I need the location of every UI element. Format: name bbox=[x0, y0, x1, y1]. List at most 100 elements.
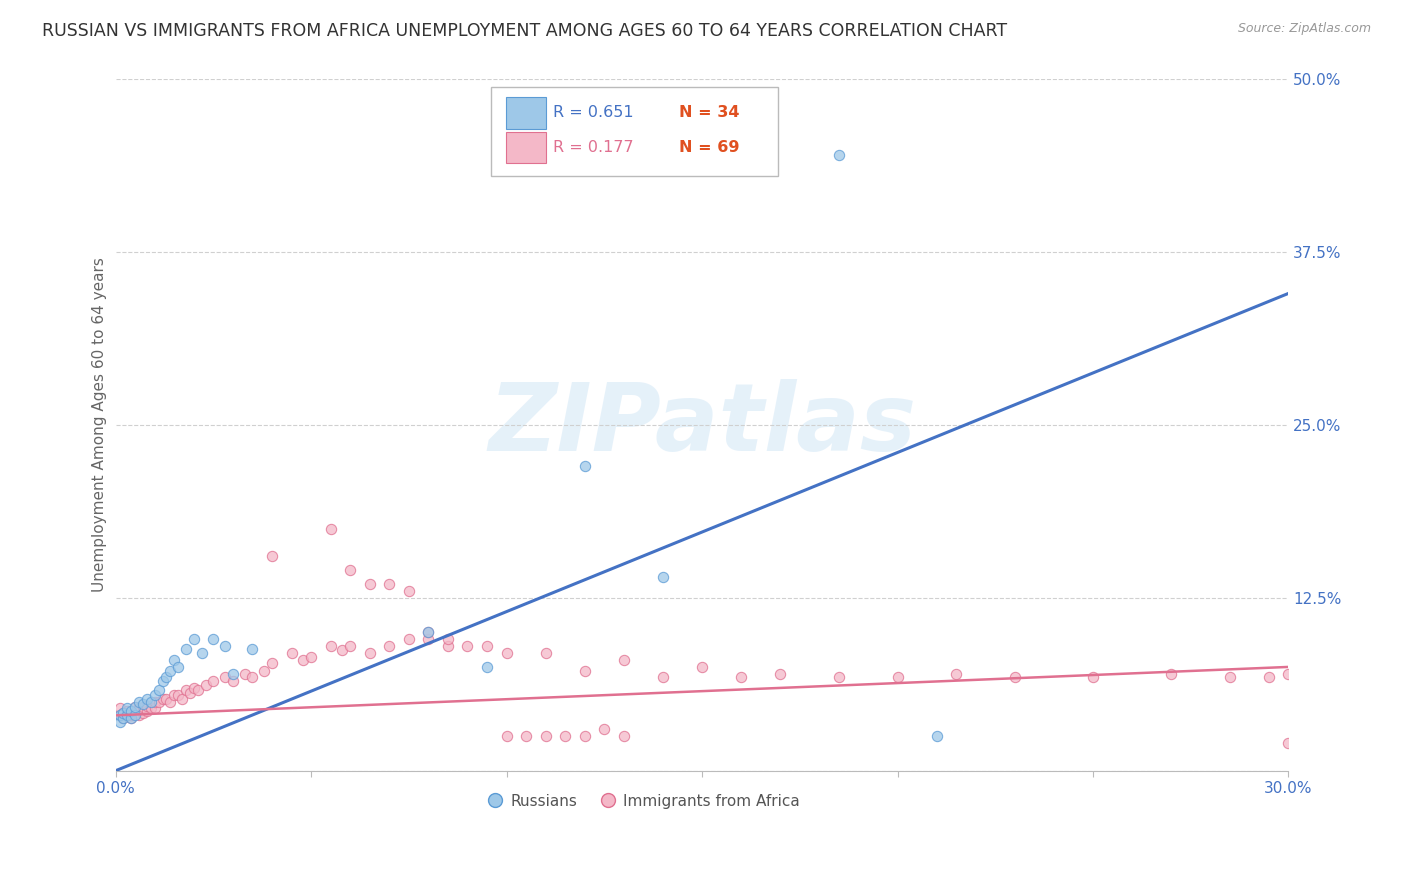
Point bbox=[574, 729, 596, 743]
Point bbox=[155, 691, 177, 706]
Point bbox=[456, 639, 478, 653]
Point bbox=[339, 639, 361, 653]
Point bbox=[534, 646, 557, 660]
Point bbox=[886, 670, 908, 684]
Point bbox=[214, 639, 236, 653]
Point bbox=[652, 570, 675, 584]
Text: RUSSIAN VS IMMIGRANTS FROM AFRICA UNEMPLOYMENT AMONG AGES 60 TO 64 YEARS CORRELA: RUSSIAN VS IMMIGRANTS FROM AFRICA UNEMPL… bbox=[42, 22, 1007, 40]
Point bbox=[128, 701, 150, 715]
Point bbox=[194, 678, 217, 692]
Point bbox=[163, 688, 186, 702]
Point bbox=[112, 711, 135, 725]
Point bbox=[613, 729, 636, 743]
Text: Source: ZipAtlas.com: Source: ZipAtlas.com bbox=[1237, 22, 1371, 36]
Point bbox=[925, 729, 948, 743]
Point bbox=[652, 670, 675, 684]
Point bbox=[359, 646, 381, 660]
Point bbox=[190, 646, 212, 660]
Point bbox=[139, 701, 162, 715]
Point bbox=[260, 656, 283, 670]
Point bbox=[339, 563, 361, 577]
Point bbox=[495, 646, 517, 660]
Point bbox=[132, 706, 155, 720]
Point bbox=[112, 711, 135, 725]
Point bbox=[253, 664, 276, 678]
Point bbox=[136, 704, 159, 718]
Point bbox=[159, 664, 181, 678]
Point bbox=[437, 639, 460, 653]
Point bbox=[574, 459, 596, 474]
Point bbox=[120, 708, 142, 723]
Point bbox=[398, 583, 420, 598]
Point bbox=[233, 666, 256, 681]
Point bbox=[945, 666, 967, 681]
Point bbox=[128, 694, 150, 708]
Point bbox=[179, 686, 201, 700]
Point bbox=[593, 722, 616, 736]
Point bbox=[136, 691, 159, 706]
Point bbox=[152, 673, 174, 688]
Point bbox=[398, 632, 420, 647]
Point bbox=[167, 660, 190, 674]
Point bbox=[332, 643, 354, 657]
Point bbox=[148, 694, 170, 708]
Point bbox=[1160, 666, 1182, 681]
Point bbox=[108, 708, 131, 723]
Point bbox=[319, 639, 342, 653]
Point bbox=[214, 670, 236, 684]
Point bbox=[124, 700, 146, 714]
Point bbox=[475, 660, 498, 674]
Point bbox=[136, 698, 159, 713]
Point bbox=[112, 706, 135, 720]
Point bbox=[117, 701, 139, 715]
Point bbox=[108, 708, 131, 723]
Point bbox=[183, 632, 205, 647]
Point bbox=[242, 670, 264, 684]
Point bbox=[174, 683, 197, 698]
FancyBboxPatch shape bbox=[506, 131, 546, 163]
Point bbox=[1081, 670, 1104, 684]
Point bbox=[139, 694, 162, 708]
Y-axis label: Unemployment Among Ages 60 to 64 years: Unemployment Among Ages 60 to 64 years bbox=[93, 258, 107, 592]
Text: R = 0.651: R = 0.651 bbox=[553, 105, 634, 120]
Point bbox=[378, 577, 401, 591]
Point bbox=[378, 639, 401, 653]
Point bbox=[534, 729, 557, 743]
Point bbox=[202, 632, 225, 647]
Point bbox=[280, 646, 302, 660]
Point bbox=[1277, 666, 1299, 681]
Point bbox=[418, 625, 440, 640]
Point bbox=[124, 700, 146, 714]
Text: N = 34: N = 34 bbox=[679, 105, 740, 120]
Point bbox=[1257, 670, 1279, 684]
Point bbox=[167, 688, 190, 702]
Point bbox=[828, 148, 851, 162]
Point bbox=[418, 625, 440, 640]
Point bbox=[143, 688, 166, 702]
Point bbox=[108, 715, 131, 730]
Point bbox=[475, 639, 498, 653]
Point bbox=[128, 708, 150, 723]
Point bbox=[117, 708, 139, 723]
Point bbox=[202, 673, 225, 688]
Point bbox=[132, 700, 155, 714]
Point bbox=[108, 701, 131, 715]
Point bbox=[159, 694, 181, 708]
Point bbox=[174, 642, 197, 657]
Text: N = 69: N = 69 bbox=[679, 140, 740, 155]
Point bbox=[187, 683, 209, 698]
Point bbox=[222, 666, 245, 681]
Point bbox=[120, 711, 142, 725]
Point bbox=[1219, 670, 1241, 684]
Point bbox=[163, 653, 186, 667]
Point bbox=[299, 650, 322, 665]
Point bbox=[828, 670, 851, 684]
Point bbox=[613, 653, 636, 667]
Point bbox=[222, 673, 245, 688]
Point bbox=[292, 653, 315, 667]
Point bbox=[132, 698, 155, 712]
Point bbox=[148, 683, 170, 698]
Point bbox=[117, 704, 139, 718]
Point bbox=[120, 711, 142, 725]
Point bbox=[155, 670, 177, 684]
